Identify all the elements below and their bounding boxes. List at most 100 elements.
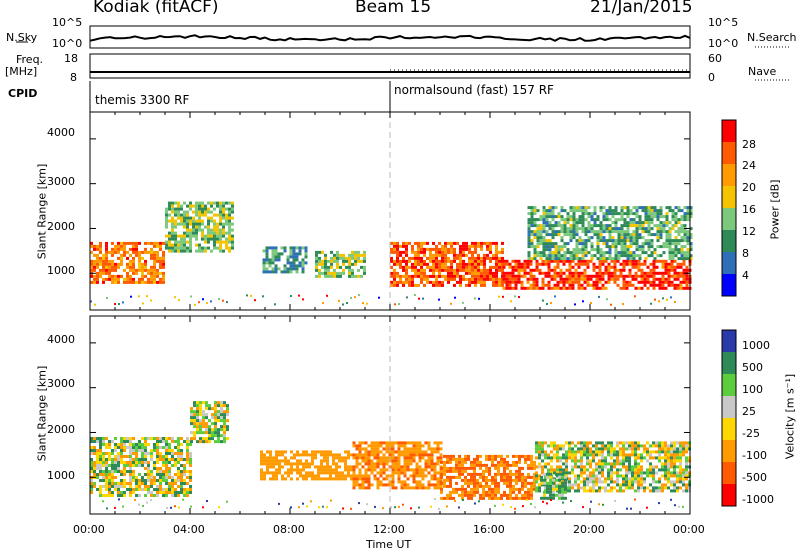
heatmap-cell [444,253,447,257]
heatmap-cell [402,259,405,263]
heatmap-cell [689,206,693,210]
heatmap-cell [408,256,411,260]
heatmap-cell [222,213,225,217]
heatmap-cell [174,222,177,226]
heatmap-cell [311,462,314,466]
heatmap-cell [347,471,350,475]
heatmap-cell [545,209,549,213]
heatmap-cell [204,234,207,238]
heatmap-cell [640,477,643,481]
heatmap-cell [574,268,578,272]
heatmap-cell [483,241,486,245]
heatmap-cell [556,444,559,448]
heatmap-cell [637,480,640,484]
heatmap-cell [433,468,437,472]
heatmap-cell [565,450,568,454]
heatmap-cell [265,270,269,274]
heatmap-cell [114,247,117,251]
heatmap-cell [584,218,588,222]
heatmap-cell [534,506,536,509]
heatmap-cell [141,461,144,464]
heatmap-cell [198,219,201,223]
heatmap-cell [123,440,126,443]
heatmap-cell [550,456,553,460]
heatmap-cell [446,475,449,479]
heatmap-cell [174,234,177,238]
heatmap-cell [135,268,138,272]
heatmap-cell [634,259,638,263]
heatmap-cell [586,447,589,451]
heatmap-cell [602,242,606,246]
heatmap-cell [355,459,359,463]
velocity-tick-label: 25 [742,405,756,418]
heatmap-cell [464,460,467,464]
heatmap-cell [123,247,126,251]
heatmap-cell [201,207,204,211]
heatmap-cell [578,227,582,231]
heatmap-cell [432,256,435,260]
heatmap-cell [418,456,422,460]
heatmap-cell [367,453,371,457]
heatmap-cell [214,434,217,438]
heatmap-cell [429,274,432,278]
heatmap-cell [532,283,536,287]
heatmap-cell [655,465,658,469]
heatmap-cell [548,209,552,213]
heatmap-cell [607,274,611,278]
heatmap-cell [686,233,690,237]
heatmap-cell [620,254,624,258]
heatmap-cell [275,477,278,481]
heatmap-cell [613,262,617,266]
heatmap-cell [625,477,628,481]
heatmap-cell [619,468,622,472]
heatmap-cell [443,481,446,485]
heatmap-cell [571,274,575,278]
heatmap-cell [114,268,117,272]
heatmap-cell [614,254,618,258]
heatmap-cell [382,468,386,472]
heatmap-cell [393,262,396,266]
heatmap-cell [590,218,594,222]
heatmap-cell [207,237,210,241]
heatmap-cell [283,249,287,253]
heatmap-cell [607,262,611,266]
heatmap-cell [159,277,162,281]
heatmap-cell [216,204,219,208]
heatmap-cell [446,457,449,461]
heatmap-cell [542,224,546,228]
heatmap-cell [171,234,174,238]
heatmap-cell [614,248,618,252]
heatmap-cell [545,257,549,261]
heatmap-cell [680,224,684,228]
heatmap-cell [511,271,515,275]
heatmap-cell [577,489,580,493]
heatmap-cell [476,463,479,467]
heatmap-cell [479,472,482,476]
heatmap-cell [610,277,614,281]
heatmap-cell [320,471,323,475]
heatmap-cell [514,286,518,290]
heatmap-cell [566,215,570,219]
heatmap-cell [659,221,663,225]
heatmap-cell [129,458,132,461]
heatmap-cell [622,465,625,469]
cpid-segment-label: normalsound (fast) 157 RF [394,83,554,97]
heatmap-cell [278,450,281,454]
heatmap-cell [153,449,156,452]
heatmap-cell [204,204,207,208]
heatmap-cell [640,474,643,478]
heatmap-cell [598,489,601,493]
velocity-tick-label: 500 [742,361,763,374]
heatmap-cell [111,473,114,476]
heatmap-cell [622,259,626,263]
heatmap-cell [361,483,365,487]
heatmap-cell [290,456,293,460]
heatmap-cell [406,441,410,445]
heatmap-cell [568,268,572,272]
heatmap-cell [536,233,540,237]
heatmap-cell [421,444,425,448]
heatmap-cell [228,210,231,214]
heatmap-cell [153,476,156,479]
heatmap-cell [465,283,468,287]
heatmap-cell [611,227,615,231]
